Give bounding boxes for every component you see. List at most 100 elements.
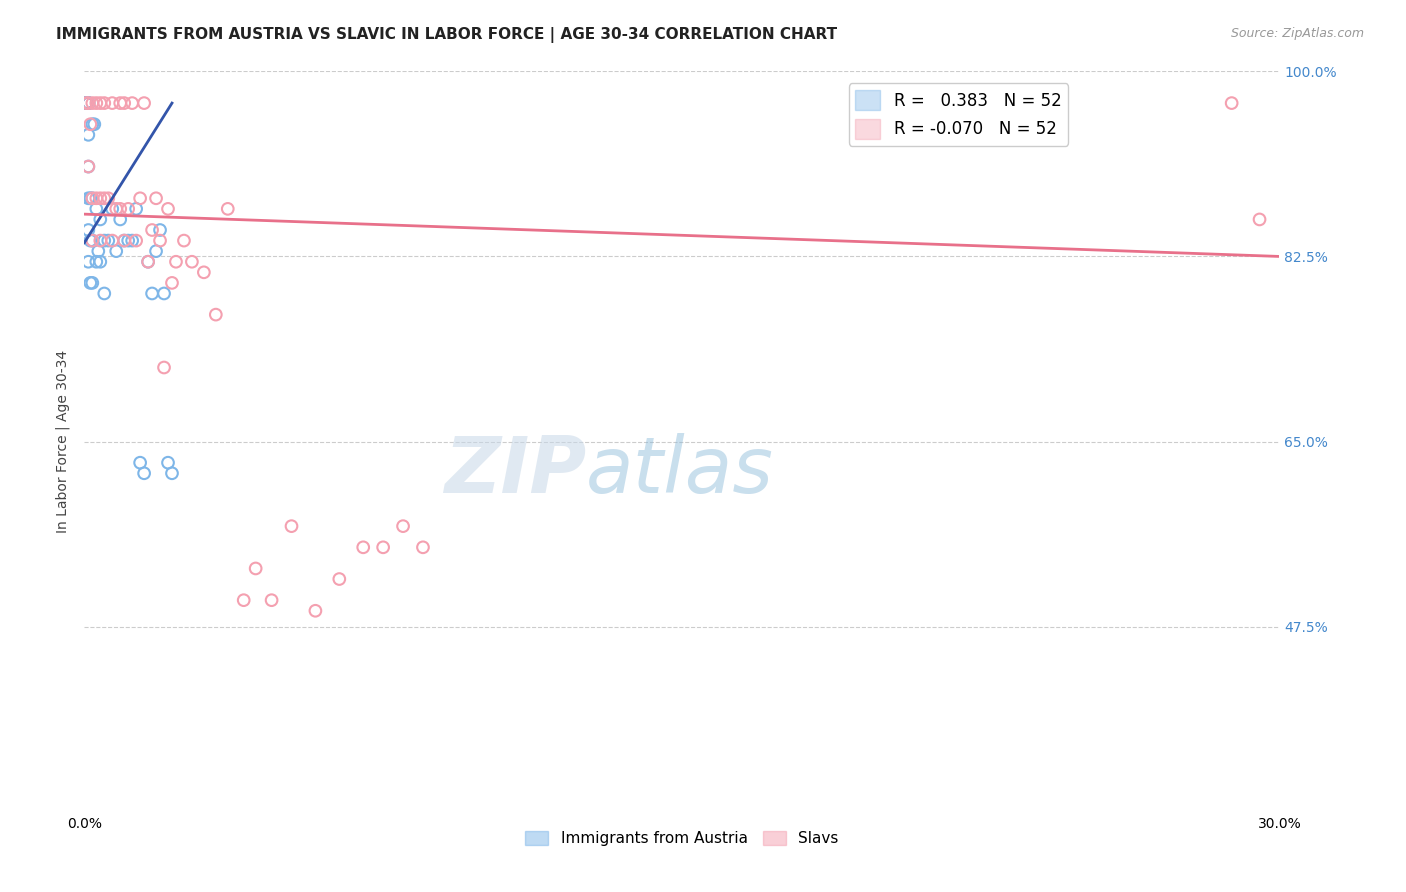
Y-axis label: In Labor Force | Age 30-34: In Labor Force | Age 30-34: [56, 350, 70, 533]
Point: [82, 276, 104, 290]
Legend: Immigrants from Austria, Slavs: Immigrants from Austria, Slavs: [519, 825, 845, 852]
Point: [193, 265, 215, 279]
Point: [328, 572, 350, 586]
Point: [105, 244, 128, 259]
Point: [89, 96, 111, 111]
Point: [83, 117, 105, 131]
Point: [77, 160, 100, 174]
Point: [75, 96, 97, 111]
Point: [79, 191, 101, 205]
Point: [77, 96, 100, 111]
Point: [373, 541, 395, 555]
Point: [79, 234, 101, 248]
Point: [77, 191, 100, 205]
Point: [101, 202, 124, 216]
Point: [145, 244, 167, 259]
Point: [110, 202, 132, 216]
Point: [97, 191, 120, 205]
Text: IMMIGRANTS FROM AUSTRIA VS SLAVIC IN LABOR FORCE | AGE 30-34 CORRELATION CHART: IMMIGRANTS FROM AUSTRIA VS SLAVIC IN LAB…: [56, 27, 838, 43]
Point: [93, 286, 115, 301]
Point: [136, 254, 159, 268]
Point: [129, 456, 152, 470]
Text: ZIP: ZIP: [444, 434, 586, 509]
Point: [93, 191, 115, 205]
Point: [86, 96, 108, 111]
Point: [141, 223, 163, 237]
Point: [75, 96, 97, 111]
Point: [82, 96, 104, 111]
Point: [1220, 96, 1243, 111]
Point: [86, 191, 108, 205]
Point: [77, 96, 100, 111]
Point: [77, 96, 100, 111]
Point: [105, 202, 128, 216]
Point: [97, 234, 120, 248]
Point: [412, 541, 434, 555]
Point: [117, 234, 139, 248]
Point: [117, 202, 139, 216]
Point: [77, 96, 100, 111]
Point: [82, 234, 104, 248]
Point: [129, 191, 152, 205]
Point: [82, 191, 104, 205]
Point: [89, 191, 111, 205]
Point: [157, 202, 180, 216]
Point: [89, 212, 111, 227]
Point: [77, 96, 100, 111]
Point: [132, 467, 156, 481]
Point: [149, 234, 172, 248]
Point: [75, 96, 97, 111]
Point: [153, 360, 176, 375]
Point: [245, 561, 267, 575]
Point: [280, 519, 302, 533]
Point: [77, 223, 100, 237]
Point: [75, 96, 97, 111]
Point: [125, 234, 148, 248]
Point: [121, 234, 143, 248]
Point: [232, 593, 254, 607]
Point: [145, 191, 167, 205]
Point: [112, 234, 135, 248]
Point: [181, 254, 204, 268]
Point: [75, 96, 97, 111]
Point: [93, 234, 115, 248]
Point: [392, 519, 415, 533]
Point: [125, 202, 148, 216]
Point: [121, 96, 143, 111]
Point: [86, 254, 108, 268]
Point: [79, 276, 101, 290]
Point: [101, 96, 124, 111]
Point: [352, 541, 374, 555]
Point: [75, 96, 97, 111]
Point: [149, 223, 172, 237]
Point: [77, 160, 100, 174]
Point: [153, 286, 176, 301]
Text: Source: ZipAtlas.com: Source: ZipAtlas.com: [1230, 27, 1364, 40]
Point: [160, 467, 183, 481]
Point: [260, 593, 283, 607]
Point: [1249, 212, 1271, 227]
Text: atlas: atlas: [586, 434, 775, 509]
Point: [79, 117, 101, 131]
Point: [101, 234, 124, 248]
Point: [86, 202, 108, 216]
Point: [77, 254, 100, 268]
Point: [132, 96, 156, 111]
Point: [160, 276, 183, 290]
Point: [75, 96, 97, 111]
Point: [87, 244, 110, 259]
Point: [304, 604, 326, 618]
Point: [136, 254, 159, 268]
Point: [82, 191, 104, 205]
Point: [112, 96, 135, 111]
Point: [77, 96, 100, 111]
Point: [205, 308, 228, 322]
Point: [112, 234, 135, 248]
Point: [75, 96, 97, 111]
Point: [157, 456, 180, 470]
Point: [75, 96, 97, 111]
Point: [89, 254, 111, 268]
Point: [75, 96, 97, 111]
Point: [165, 254, 187, 268]
Point: [75, 96, 97, 111]
